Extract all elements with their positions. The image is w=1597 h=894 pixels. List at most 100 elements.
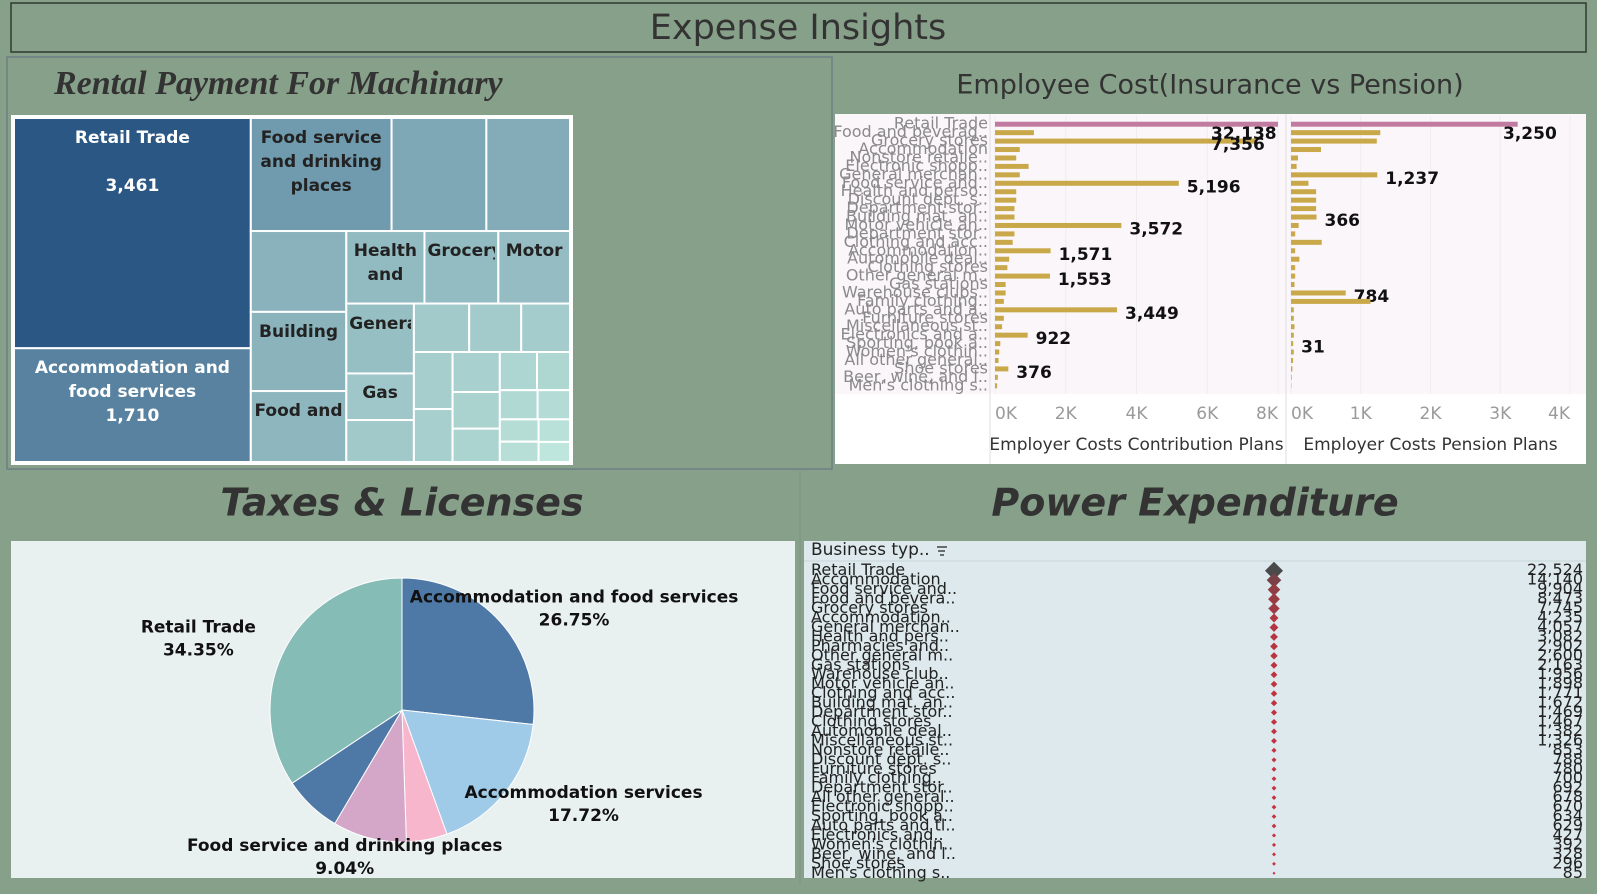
row-label: Electronic shopp.. [811,797,954,816]
row-value: 1,956 [1537,664,1583,683]
pie-value: 34.35% [163,640,234,660]
row-label: Electronic shopp.. [845,156,988,175]
bar [1291,155,1298,161]
dot [1271,833,1277,838]
row-value: 2,163 [1537,655,1583,674]
sort-icon [937,546,947,556]
row-label: Health and pers.. [811,626,949,645]
row-label: Auto parts and a.. [844,299,988,318]
x-tick-label: 1K [1350,404,1373,424]
value-label: 1,237 [1385,169,1439,189]
row-label: Automobile deal.. [847,249,988,268]
row-value: 328 [1552,844,1583,863]
bar [1291,298,1371,304]
bar [995,130,1034,136]
row-value: 700 [1552,768,1583,787]
row-value: 853 [1552,740,1583,759]
row-value: 788 [1552,749,1583,768]
row-label: All other general.. [811,787,955,806]
row-label: Other general m.. [811,645,953,664]
treemap-cell [498,389,539,421]
row-value: 678 [1552,787,1583,806]
row-value: 14,140 [1527,570,1583,589]
row-label: Food service and.. [842,173,988,192]
treemap-cell [249,117,393,233]
x-tick-label: 8K [1256,404,1279,424]
row-label: Other general m.. [846,266,988,285]
pie-label: Accommodation services [465,783,703,803]
bar [995,138,1256,144]
bar [995,273,1050,279]
bar [1291,206,1317,212]
row-label: Furniture stores [811,759,937,778]
dot [1268,593,1280,605]
bar [1291,197,1317,203]
treemap-cell [451,427,501,463]
dot [1266,572,1282,588]
row-label: General merchan.. [839,164,988,183]
treemap-cell [345,419,415,463]
treemap-label: Retail Trade [74,128,190,148]
dot [1272,871,1276,875]
row-label: Sporting, book a.. [846,333,988,352]
bar [995,349,1000,355]
pie-slice [269,577,403,784]
x-tick-label: 2K [1055,404,1078,424]
row-value: 1,469 [1537,702,1583,721]
row-label: Food and bevera.. [811,589,956,608]
treemap-cell [468,302,523,353]
pie-slice [401,577,535,726]
bar [995,222,1122,228]
row-value: 2,902 [1537,636,1583,655]
dot [1271,728,1277,735]
value-label: 7,356 [1211,135,1265,155]
treemap-label: Food and [254,401,343,422]
row-label: Clothing stores [811,712,931,731]
x-tick-label: 4K [1548,404,1571,424]
bar [1291,265,1296,271]
bar [1291,130,1381,136]
row-value: 3,082 [1537,626,1583,645]
bar [1291,231,1296,237]
row-label: Accommodation [811,570,941,589]
row-label: Accommodation.. [811,608,951,627]
bar [1291,138,1377,144]
dot [1271,795,1277,801]
row-label: Electronics and.. [811,825,944,844]
bar [1291,349,1294,355]
treemap-cell [249,230,348,313]
row-value: 1,326 [1537,730,1583,749]
bar [995,341,1001,347]
value-label: 5,196 [1187,177,1241,197]
row-value: 1,771 [1537,683,1583,702]
value-label: 3,250 [1503,124,1557,144]
plot-bg [835,114,1586,394]
row-label: Grocery stores [811,598,928,617]
row-label: Women's clothin.. [846,342,988,361]
x-tick-label: 0K [995,404,1018,424]
bar [995,307,1118,313]
axis-title: Employer Costs Pension Plans [1303,435,1557,455]
dot [1270,652,1278,660]
row-value: 4,235 [1537,608,1583,627]
bar [995,248,1051,254]
row-label: Accommodation.. [848,240,988,259]
bar [995,239,1013,245]
row-label: Discount dept. s.. [848,190,988,209]
dot [1271,757,1277,763]
bar [1291,307,1294,313]
chart-bg [804,541,1586,878]
row-label: Auto parts and tl.. [811,816,956,835]
x-tick-label: 3K [1489,404,1512,424]
treemap-cell [423,230,500,305]
row-label: Department stor.. [846,223,988,242]
dot [1270,718,1278,726]
bar [1291,172,1378,178]
row-label: Shoe stores [894,358,988,377]
row-label: Discount dept. s.. [811,749,951,768]
treemap-cell [497,230,571,305]
dot [1271,785,1277,791]
bar [1291,357,1294,363]
value-label: 31 [1301,338,1325,358]
